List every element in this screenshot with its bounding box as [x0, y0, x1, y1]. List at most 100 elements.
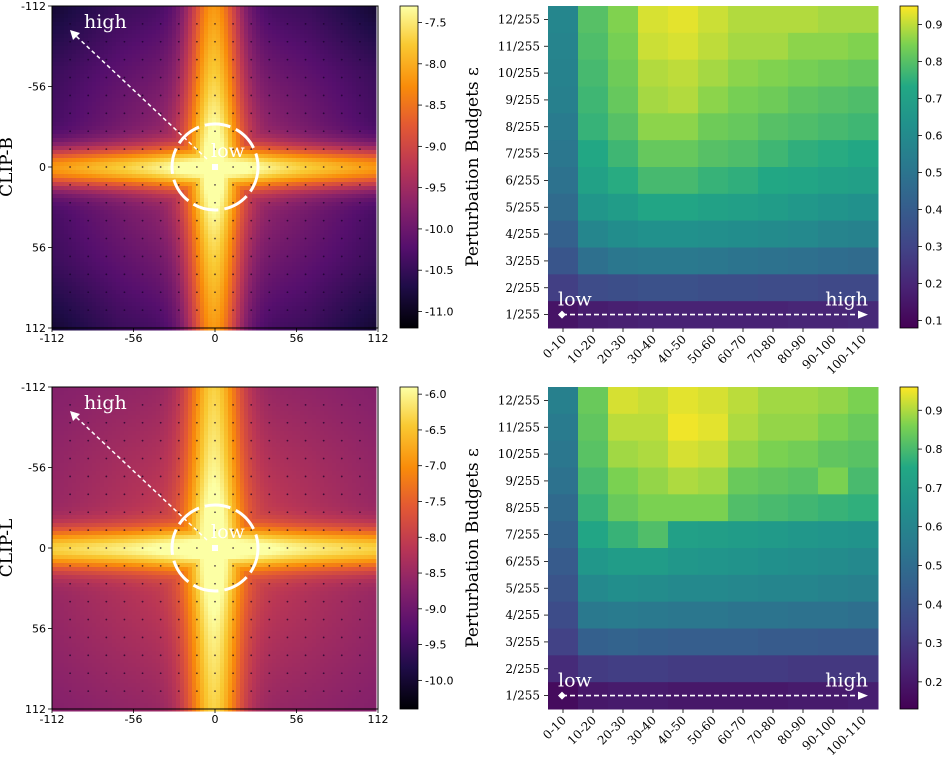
spectrum-cell — [132, 22, 137, 27]
spectrum-cell — [232, 282, 237, 287]
spectrum-cell — [276, 298, 281, 303]
spectrum-cell — [272, 282, 277, 287]
spectrum-cell — [92, 86, 97, 91]
spectrum-cell — [260, 214, 265, 219]
spectrum-cell — [240, 242, 245, 247]
spectrum-cell — [52, 22, 57, 27]
spectrum-cell — [220, 82, 225, 87]
spectrum-cell — [60, 50, 65, 55]
spectrum-cell — [256, 146, 261, 151]
spectrum-cell — [284, 26, 289, 31]
spectrum-cell — [252, 238, 257, 243]
spectrum-cell — [232, 122, 237, 127]
spectrum-cell — [148, 218, 153, 223]
spectrum-cell — [192, 166, 197, 171]
spectrum-cell — [248, 254, 253, 259]
spectrum-cell — [108, 278, 113, 283]
spectrum-cell — [92, 190, 97, 195]
spectrum-cell — [136, 214, 141, 219]
spectrum-cell — [180, 122, 185, 127]
spectrum-cell — [108, 246, 113, 251]
spectrum-cell — [204, 274, 209, 279]
spectrum-cell — [148, 198, 153, 203]
spectrum-cell — [276, 294, 281, 299]
spectrum-cell — [160, 166, 165, 171]
spectrum-cell — [176, 270, 181, 275]
spectrum-cell — [252, 174, 257, 179]
spectrum-cell — [128, 130, 133, 135]
spectrum-cell — [52, 194, 57, 199]
spectrum-cell — [184, 26, 189, 31]
spectrum-cell — [124, 190, 129, 195]
spectrum-cell — [104, 78, 109, 83]
spectrum-cell — [76, 18, 81, 23]
spectrum-cell — [188, 54, 193, 59]
spectrum-cell — [268, 110, 273, 115]
spectrum-cell — [220, 138, 225, 143]
spectrum-cell — [188, 162, 193, 167]
spectrum-cell — [296, 106, 301, 111]
spectrum-cell — [236, 90, 241, 95]
spectrum-cell — [152, 138, 157, 143]
spectrum-cell — [192, 290, 197, 295]
spectrum-cell — [228, 10, 233, 15]
spectrum-cell — [120, 182, 125, 187]
spectrum-cell — [244, 266, 249, 271]
spectrum-cell — [152, 54, 157, 59]
spectrum-cell — [240, 98, 245, 103]
spectrum-cell — [276, 146, 281, 151]
spectrum-cell — [236, 222, 241, 227]
spectrum-cell — [132, 146, 137, 151]
spectrum-cell — [164, 82, 169, 87]
spectrum-cell — [192, 258, 197, 263]
spectrum-cell — [140, 106, 145, 111]
spectrum-cell — [236, 134, 241, 139]
spectrum-cell — [104, 138, 109, 143]
spectrum-cell — [76, 126, 81, 131]
spectrum-cell — [160, 178, 165, 183]
spectrum-cell — [292, 142, 297, 147]
spectrum-cell — [152, 230, 157, 235]
spectrum-cell — [120, 214, 125, 219]
spectrum-cell — [220, 94, 225, 99]
spectrum-cell — [160, 194, 165, 199]
spectrum-cell — [176, 234, 181, 239]
spectrum-cell — [60, 34, 65, 39]
spectrum-cell — [276, 10, 281, 15]
spectrum-cell — [88, 82, 93, 87]
spectrum-cell — [76, 90, 81, 95]
spectrum-cell — [168, 202, 173, 207]
spectrum-cell — [216, 82, 221, 87]
spectrum-cell — [100, 62, 105, 67]
spectrum-cell — [188, 202, 193, 207]
spectrum-cell — [208, 222, 213, 227]
spectrum-cell — [220, 146, 225, 151]
spectrum-cell — [216, 46, 221, 51]
spectrum-cell — [180, 214, 185, 219]
spectrum-cell — [112, 90, 117, 95]
spectrum-cell — [152, 262, 157, 267]
spectrum-cell — [160, 118, 165, 123]
spectrum-cell — [76, 50, 81, 55]
spectrum-cell — [96, 262, 101, 267]
spectrum-cell — [276, 262, 281, 267]
spectrum-cell — [184, 290, 189, 295]
spectrum-cell — [120, 50, 125, 55]
spectrum-cell — [228, 226, 233, 231]
spectrum-cell — [260, 302, 265, 307]
spectrum-cell — [92, 62, 97, 67]
spectrum-cell — [260, 46, 265, 51]
spectrum-cell — [108, 218, 113, 223]
spectrum-cell — [188, 94, 193, 99]
spectrum-cell — [112, 30, 117, 35]
spectrum-cell — [240, 254, 245, 259]
spectrum-cell — [148, 50, 153, 55]
spectrum-cell — [156, 226, 161, 231]
spectrum-cell — [56, 162, 61, 167]
spectrum-cell — [100, 118, 105, 123]
spectrum-cell — [276, 182, 281, 187]
spectrum-cell — [124, 38, 129, 43]
spectrum-cell — [140, 130, 145, 135]
spectrum-cell — [176, 6, 181, 11]
spectrum-cell — [196, 18, 201, 23]
